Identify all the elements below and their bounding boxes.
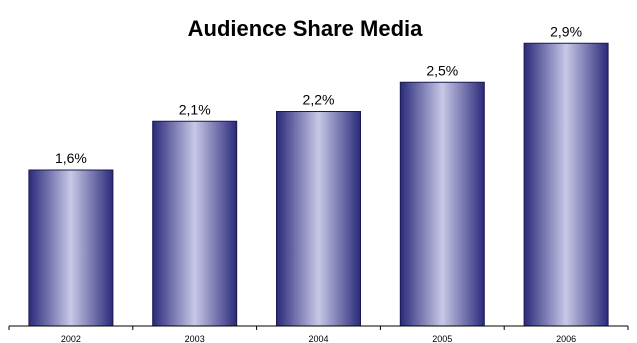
x-tick-label-2004: 2004 <box>308 334 328 343</box>
x-tick-label-2003: 2003 <box>185 334 205 343</box>
x-ticks-group <box>8 326 629 330</box>
data-label-2004: 2,2% <box>303 92 335 108</box>
x-tick-label-2006: 2006 <box>556 334 576 343</box>
bar-2004 <box>276 111 361 327</box>
x-tick-label-2005: 2005 <box>432 334 452 343</box>
bars-group <box>28 42 609 327</box>
data-label-2003: 2,1% <box>179 101 211 117</box>
x-tick-label-2002: 2002 <box>61 334 81 343</box>
chart-title: Audience Share Media <box>188 16 424 41</box>
x-tick-labels-group: 2002 2003 2004 2005 2006 <box>61 334 576 343</box>
bar-2006 <box>523 42 609 327</box>
data-label-2005: 2,5% <box>426 62 458 78</box>
bar-2005 <box>399 81 485 327</box>
data-labels-group: 1,6% 2,1% 2,2% 2,5% 2,9% <box>55 23 582 166</box>
data-label-2006: 2,9% <box>550 23 582 39</box>
bar-2002 <box>28 169 114 327</box>
data-label-2002: 1,6% <box>55 150 87 166</box>
bar-2003 <box>152 120 238 327</box>
